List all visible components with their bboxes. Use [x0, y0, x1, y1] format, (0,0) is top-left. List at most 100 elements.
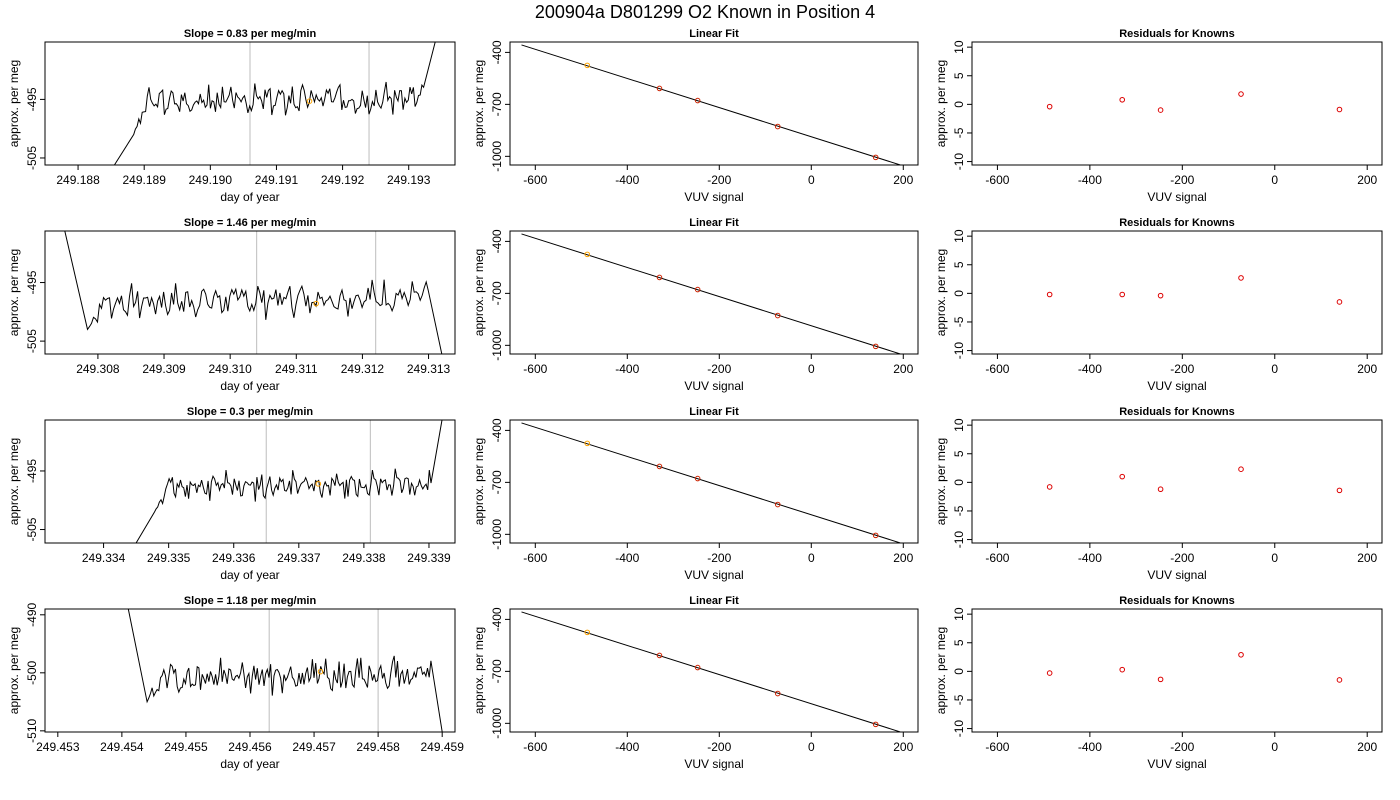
x-tick-label: -400 — [615, 173, 639, 187]
residual-point — [1157, 676, 1164, 683]
y-tick-label: -510 — [25, 719, 39, 743]
y-axis-label: approx. per meg — [472, 438, 486, 525]
y-axis-label: approx. per meg — [934, 627, 948, 714]
fit-point — [656, 463, 663, 470]
residual-point — [1336, 106, 1343, 113]
plot-area — [521, 611, 903, 732]
residual-point — [1238, 651, 1244, 658]
x-tick-label: 0 — [1271, 173, 1278, 187]
panel-linear-fit-3: Linear Fit -600 -400 -200 0 200 -400 -700 -1000 V… — [472, 406, 919, 582]
panel-residuals-4: Residuals for Knowns -600 -400 -200 0 200 10 5 0… — [934, 595, 1383, 771]
x-tick-label: -200 — [1170, 551, 1194, 565]
x-tick-label: 249.309 — [142, 362, 186, 376]
residual-point — [1119, 96, 1126, 103]
plot-area — [521, 44, 903, 165]
y-tick-label: -400 — [490, 418, 504, 442]
plot-area — [1046, 91, 1343, 113]
y-axis-label: approx. per meg — [934, 60, 948, 147]
residual-point — [1238, 275, 1244, 281]
x-tick-label: -600 — [985, 362, 1009, 376]
plot-frame — [971, 419, 1383, 544]
y-tick-label: 10 — [952, 607, 966, 621]
panel-title: Residuals for Knowns — [1119, 595, 1235, 607]
residual-point — [1336, 677, 1343, 683]
plot-area — [1046, 651, 1343, 683]
y-tick-label: 10 — [952, 418, 966, 432]
y-tick-label: 5 — [952, 639, 966, 646]
x-tick-label: -200 — [707, 362, 731, 376]
y-tick-label: 0 — [952, 101, 966, 108]
y-tick-label: -505 — [25, 329, 39, 353]
panel-title: Linear Fit — [689, 217, 739, 229]
x-tick-label: 200 — [1357, 173, 1377, 187]
panel-linear-fit-4: Linear Fit -600 -400 -200 0 200 -400 -700 -1000 V… — [472, 595, 919, 771]
residual-point — [1336, 487, 1343, 494]
y-axis-label: approx. per meg — [472, 60, 486, 147]
x-tick-label: -600 — [523, 362, 547, 376]
x-tick-label: 249.192 — [321, 173, 365, 187]
y-tick-label: -490 — [25, 602, 39, 626]
residual-point — [1046, 291, 1053, 298]
residual-point — [1119, 473, 1126, 480]
y-tick-label: -1000 — [490, 519, 504, 550]
x-tick-label: 249.313 — [407, 362, 451, 376]
x-tick-label: -200 — [707, 551, 731, 565]
plot-frame — [44, 419, 456, 544]
x-axis-label: VUV signal — [1147, 757, 1206, 771]
x-axis-label: VUV signal — [684, 757, 743, 771]
y-tick-label: -5 — [952, 505, 966, 516]
x-tick-label: -600 — [985, 551, 1009, 565]
panel-grid: Slope = 0.83 per meg/min 249.188 249.189 24… — [7, 28, 1383, 771]
x-tick-label: -400 — [1078, 362, 1102, 376]
x-axis-label: day of year — [220, 568, 279, 582]
plot-frame — [971, 230, 1383, 355]
y-tick-label: 5 — [952, 450, 966, 457]
x-axis-label: day of year — [220, 757, 279, 771]
plot-area — [135, 420, 443, 543]
panel-residuals-2: Residuals for Knowns -600 -400 -200 0 200 10 5 0… — [934, 217, 1383, 393]
y-tick-label: -5 — [952, 694, 966, 705]
plot-frame — [44, 230, 456, 355]
plot-area — [113, 42, 436, 165]
panel-title: Residuals for Knowns — [1119, 217, 1235, 229]
y-tick-label: 5 — [952, 261, 966, 268]
x-tick-label: 249.189 — [122, 173, 166, 187]
x-tick-label: -400 — [615, 551, 639, 565]
x-tick-label: -200 — [707, 740, 731, 754]
x-tick-label: -200 — [1170, 740, 1194, 754]
fit-point — [774, 690, 781, 697]
residual-point — [1157, 486, 1164, 493]
fit-point — [774, 312, 781, 319]
x-axis-label: VUV signal — [1147, 190, 1206, 204]
x-tick-label: 200 — [1357, 362, 1377, 376]
fit-point — [872, 343, 879, 350]
panel-title: Residuals for Knowns — [1119, 28, 1235, 40]
panel-title: Slope = 0.3 per meg/min — [187, 406, 314, 418]
x-tick-label: 249.454 — [100, 740, 144, 754]
x-axis-label: day of year — [220, 379, 279, 393]
y-tick-label: -10 — [952, 531, 966, 549]
y-tick-label: -1000 — [490, 708, 504, 739]
y-tick-label: -10 — [952, 153, 966, 171]
panel-title: Linear Fit — [689, 406, 739, 418]
x-tick-label: -200 — [1170, 362, 1194, 376]
y-tick-label: -495 — [25, 459, 39, 483]
x-tick-label: 249.338 — [342, 551, 386, 565]
plot-frame — [971, 41, 1383, 166]
x-tick-label: 0 — [808, 362, 815, 376]
y-tick-label: -10 — [952, 342, 966, 360]
panel-timeseries-2: Slope = 1.46 per meg/min 249.308 249.309 24… — [7, 217, 456, 393]
x-tick-label: 249.459 — [420, 740, 464, 754]
residual-point — [1046, 670, 1053, 676]
y-axis-label: approx. per meg — [472, 249, 486, 336]
fit-point — [694, 475, 701, 482]
residual-point — [1119, 666, 1126, 673]
y-tick-label: 0 — [952, 479, 966, 486]
plot-frame — [44, 608, 456, 733]
x-tick-label: 0 — [808, 173, 815, 187]
x-tick-label: -400 — [1078, 551, 1102, 565]
panel-linear-fit-2: Linear Fit -600 -400 -200 0 200 -400 -700 -1000 V… — [472, 217, 919, 393]
fit-point — [694, 286, 701, 293]
x-axis-label: day of year — [220, 190, 279, 204]
